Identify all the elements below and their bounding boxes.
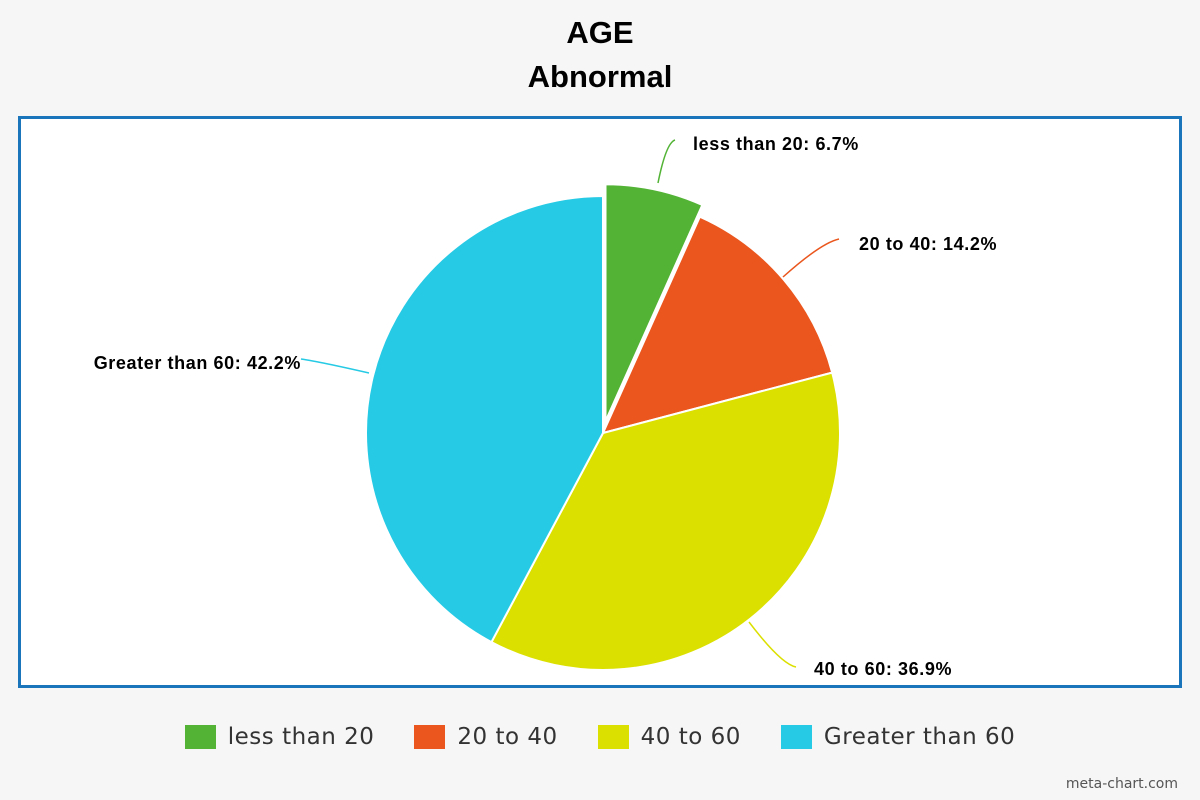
legend-item[interactable]: less than 20 (184, 724, 375, 750)
pie-chart: less than 20: 6.7% 20 to 40: 14.2% 40 to 6… (94, 134, 997, 679)
legend-swatch (414, 725, 446, 749)
legend: less than 20 20 to 40 40 to 60 Greater t… (0, 724, 1200, 750)
chart-title: AGE (566, 15, 634, 50)
legend-label: less than 20 (227, 724, 375, 750)
legend-item[interactable]: 40 to 60 (597, 724, 741, 750)
legend-swatch (780, 725, 812, 749)
legend-label: Greater than 60 (823, 724, 1016, 750)
watermark: meta-chart.com (1065, 776, 1178, 792)
legend-label: 20 to 40 (457, 724, 558, 750)
legend-label: 40 to 60 (640, 724, 741, 750)
legend-item[interactable]: 20 to 40 (414, 724, 557, 750)
pie-slice[interactable] (601, 215, 834, 435)
slice-label: less than 20: 6.7% (693, 134, 859, 154)
slice-label: 20 to 40: 14.2% (859, 234, 997, 254)
pie-slice[interactable] (490, 371, 841, 671)
label-leader-line (782, 238, 840, 278)
legend-swatch (597, 725, 629, 749)
legend-item[interactable]: Greater than 60 (780, 724, 1016, 750)
pie-slice[interactable] (604, 183, 704, 422)
plot-area: less than 20: 6.7% 20 to 40: 14.2% 40 to 6… (18, 116, 1182, 688)
label-leader-line (657, 139, 676, 184)
slice-label: 40 to 60: 36.9% (814, 659, 952, 679)
slice-label: Greater than 60: 42.2% (94, 353, 301, 373)
pie-slice[interactable] (365, 194, 604, 644)
label-leader-line (300, 358, 370, 374)
legend-swatch (184, 725, 216, 749)
label-leader-line (748, 621, 797, 668)
chart-subtitle: Abnormal (527, 59, 673, 94)
